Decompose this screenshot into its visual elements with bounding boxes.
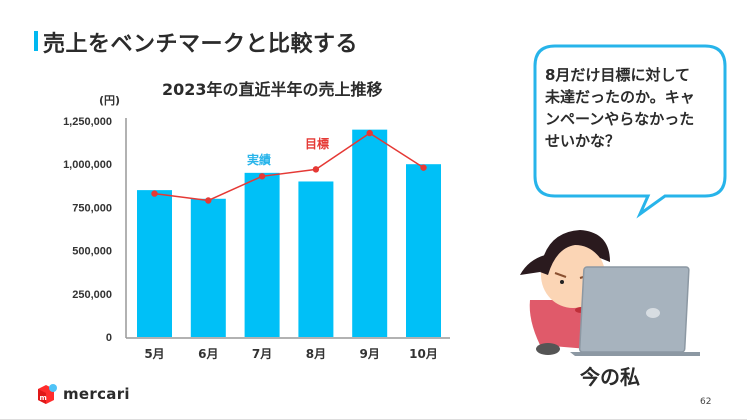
target-point bbox=[366, 129, 373, 137]
title-accent-bar bbox=[34, 31, 38, 51]
bar bbox=[352, 129, 388, 337]
target-point bbox=[420, 164, 427, 171]
y-tick-label: 250,000 bbox=[72, 289, 112, 301]
y-tick-label: 750,000 bbox=[72, 202, 112, 214]
bar bbox=[244, 172, 280, 337]
x-tick-label: 5月 bbox=[144, 347, 164, 361]
speech-bubble bbox=[533, 44, 727, 219]
bar bbox=[190, 198, 226, 337]
x-tick-label: 8月 bbox=[306, 347, 326, 361]
x-tick-label: 6月 bbox=[198, 347, 218, 361]
y-tick-label: 1,250,000 bbox=[63, 116, 112, 128]
bar bbox=[298, 181, 334, 337]
legend-actual-label: 実績 bbox=[247, 152, 271, 167]
target-point bbox=[205, 197, 212, 204]
y-tick-label: 500,000 bbox=[72, 246, 112, 258]
y-tick-label: 1,000,000 bbox=[63, 159, 112, 171]
logo-text: mercari bbox=[63, 385, 130, 403]
illustration-caption: 今の私 bbox=[580, 365, 640, 389]
target-points bbox=[151, 129, 427, 204]
woman-laptop-illustration bbox=[520, 230, 700, 356]
y-axis-ticks: 0 250,000 500,000 750,000 1,000,000 1,250,000 bbox=[63, 116, 112, 344]
y-axis-unit: (円) bbox=[99, 94, 121, 107]
bar bbox=[137, 190, 172, 337]
actual-bars bbox=[137, 129, 441, 337]
x-tick-label: 10月 bbox=[409, 347, 438, 361]
page-title: 売上をベンチマークと比較する bbox=[43, 32, 359, 57]
x-tick-label: 7月 bbox=[252, 347, 272, 361]
bar bbox=[406, 164, 441, 337]
target-line bbox=[154, 132, 424, 202]
x-axis-ticks: 5月 6月 7月 8月 9月 10月 bbox=[144, 347, 438, 361]
page-number: 62 bbox=[700, 397, 712, 407]
mercari-logo: m mercari bbox=[36, 383, 130, 405]
mercari-box-icon: m bbox=[38, 384, 57, 404]
target-point bbox=[258, 173, 266, 180]
chart-title: 2023年の直近半年の売上推移 bbox=[162, 80, 383, 99]
target-point bbox=[312, 166, 320, 173]
svg-text:m: m bbox=[40, 394, 47, 402]
x-tick-label: 9月 bbox=[360, 347, 380, 361]
legend-target-label: 目標 bbox=[305, 136, 329, 151]
y-tick-label: 0 bbox=[106, 332, 112, 344]
target-point bbox=[151, 190, 158, 197]
speech-bubble-text: 8月だけ目標に対して未達だったのか。キャンペーンやらなかったせいかな？ bbox=[545, 66, 695, 150]
